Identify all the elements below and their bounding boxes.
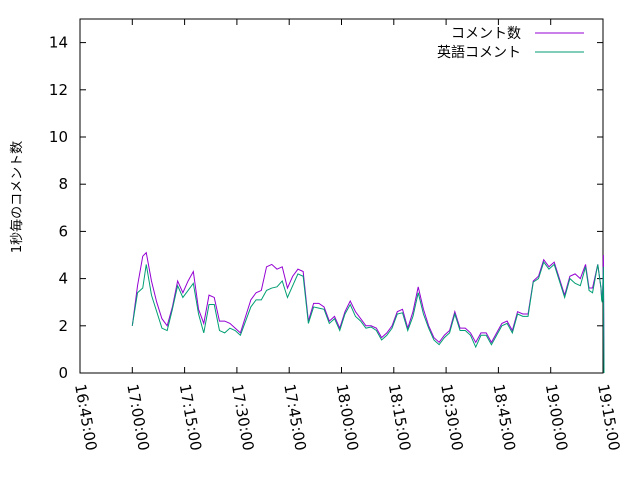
- x-tick-label: 18:00:00: [333, 383, 362, 452]
- x-tick-label: 18:30:00: [437, 383, 466, 452]
- y-tick-label: 4: [58, 270, 68, 288]
- x-tick-label: 17:15:00: [176, 383, 205, 452]
- x-tick-label: 19:15:00: [594, 383, 623, 452]
- x-tick-label: 19:00:00: [542, 383, 571, 452]
- x-tick-label: 18:15:00: [385, 383, 414, 452]
- x-tick-label: 16:45:00: [71, 383, 100, 452]
- y-axis-ticks: 0 2 4 6 8 10 12 14: [49, 34, 603, 382]
- y-tick-label: 6: [58, 222, 68, 240]
- y-tick-label: 2: [58, 317, 68, 335]
- series-line-1: [131, 260, 605, 374]
- y-tick-label: 14: [49, 34, 68, 52]
- series-line-0: [131, 251, 605, 374]
- y-axis-label: 1秒毎のコメント数: [9, 141, 25, 253]
- y-tick-label: 10: [49, 128, 68, 146]
- legend-label-1: 英語コメント: [437, 44, 521, 61]
- x-tick-label: 17:30:00: [228, 383, 257, 452]
- x-tick-label: 18:45:00: [489, 383, 518, 452]
- plot-frame: [79, 18, 604, 374]
- legend-label-0: コメント数: [451, 26, 521, 42]
- y-tick-label: 0: [58, 364, 68, 382]
- y-tick-label: 12: [49, 81, 68, 99]
- x-tick-label: 17:45:00: [280, 383, 309, 452]
- axes: [79, 18, 604, 374]
- x-axis-ticks: 16:45:00 17:00:00 17:15:00 17:30:00 17:45:00…: [71, 19, 623, 452]
- x-tick-label: 17:00:00: [123, 383, 152, 452]
- series-lines: [131, 251, 605, 374]
- y-tick-label: 8: [58, 175, 68, 193]
